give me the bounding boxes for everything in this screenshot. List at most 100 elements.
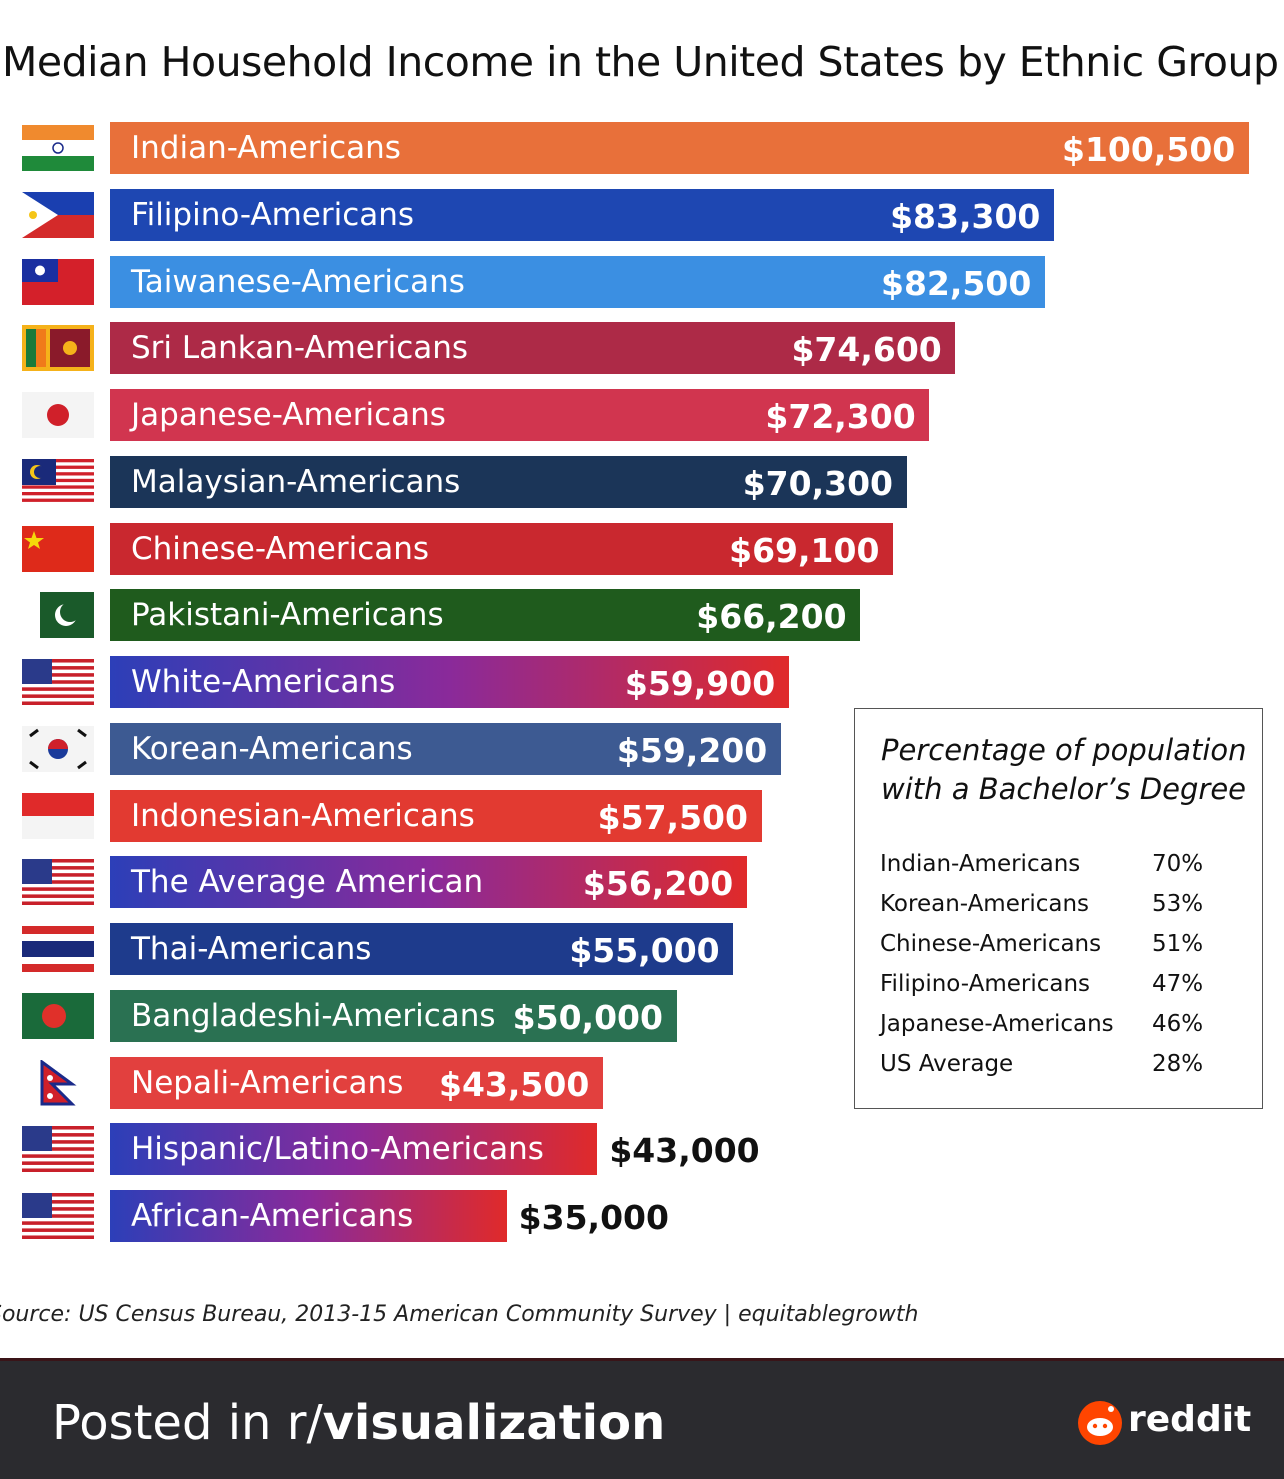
inset-row: Indian-Americans 70% — [880, 851, 1220, 877]
bar: The Average American — [110, 856, 747, 909]
category-label: Thai-Americans — [131, 931, 372, 967]
bar-row: Malaysian-Americans $70,300 — [0, 455, 1284, 508]
category-label: Indian-Americans — [131, 130, 401, 166]
inset-percentage: 70% — [1152, 851, 1204, 877]
inset-row: Chinese-Americans 51% — [880, 931, 1220, 957]
bar-row: Taiwanese-Americans $82,500 — [0, 255, 1284, 308]
bar: Filipino-Americans — [110, 188, 1055, 241]
bar: White-Americans — [110, 656, 789, 708]
category-label: Malaysian-Americans — [131, 463, 461, 500]
value-label: $66,200 — [696, 597, 847, 637]
bar: Taiwanese-Americans — [110, 255, 1045, 308]
category-label: Taiwanese-Americans — [131, 263, 465, 300]
bar: Japanese-Americans — [110, 389, 930, 441]
category-label: Japanese-Americans — [131, 397, 446, 433]
inset-row: Korean-Americans 53% — [880, 891, 1220, 917]
usa-flag-icon — [22, 859, 94, 906]
bar-row: White-Americans $59,900 — [0, 656, 1284, 708]
sri-lanka-flag-icon — [22, 325, 94, 372]
bar-row: Hispanic/Latino-Americans $43,000 — [0, 1123, 1284, 1176]
bar: Korean-Americans — [110, 722, 781, 775]
source-note: Source: US Census Bureau, 2013-15 Americ… — [0, 1302, 919, 1327]
reddit-wordmark: reddit — [1128, 1399, 1252, 1440]
category-label: Pakistani-Americans — [131, 597, 444, 634]
value-label: $72,300 — [765, 397, 916, 436]
bar: Indonesian-Americans — [110, 789, 762, 842]
chart-title: Median Household Income in the United St… — [2, 38, 1279, 86]
inset-group: Japanese-Americans — [880, 1011, 1114, 1037]
south-korea-flag-icon — [22, 725, 94, 772]
bar: Nepali-Americans — [110, 1056, 603, 1109]
inset-group: Chinese-Americans — [880, 931, 1102, 957]
usa-flag-icon — [22, 1126, 94, 1173]
category-label: Korean-Americans — [131, 730, 413, 767]
inset-title-line1: Percentage of population — [881, 733, 1247, 767]
inset-row: US Average 28% — [880, 1051, 1220, 1077]
value-label: $74,600 — [791, 330, 942, 370]
category-label: African-Americans — [131, 1198, 414, 1234]
footer-banner: Posted in r/visualization reddit — [0, 1358, 1284, 1479]
bar-row: Pakistani-Americans $66,200 — [0, 589, 1284, 642]
bar-row: African-Americans $35,000 — [0, 1190, 1284, 1242]
category-label: Indonesian-Americans — [131, 797, 475, 834]
value-label: $100,500 — [1062, 130, 1236, 169]
value-label: $82,500 — [881, 263, 1032, 303]
subreddit-name[interactable]: visualization — [322, 1395, 666, 1451]
bar: Pakistani-Americans — [110, 589, 861, 642]
inset-percentage: 46% — [1152, 1011, 1204, 1037]
bar-row: Indonesian-Americans $57,500 — [0, 789, 1284, 842]
inset-group: Filipino-Americans — [880, 971, 1091, 997]
inset-row: Filipino-Americans 47% — [880, 971, 1220, 997]
inset-percentage: 53% — [1152, 891, 1204, 917]
china-flag-icon — [22, 525, 94, 572]
reddit-logo: reddit — [1078, 1399, 1251, 1445]
inset-percentage: 28% — [1152, 1051, 1204, 1077]
nepal-flag-icon — [22, 1058, 94, 1106]
inset-row: Japanese-Americans 46% — [880, 1011, 1220, 1037]
value-label: $43,000 — [609, 1131, 760, 1171]
posted-in-text: Posted in r/visualization — [52, 1395, 665, 1451]
bar: Indian-Americans — [110, 122, 1249, 174]
bar-row: Indian-Americans $100,500 — [0, 122, 1284, 174]
inset-percentage: 47% — [1152, 971, 1204, 997]
value-label: $43,500 — [439, 1064, 590, 1104]
bar: Hispanic/Latino-Americans — [110, 1123, 598, 1176]
bar: Chinese-Americans — [110, 522, 894, 575]
malaysia-flag-icon — [22, 458, 94, 505]
value-label: $57,500 — [597, 797, 748, 837]
value-label: $55,000 — [569, 931, 720, 970]
inset-title: Percentage of population with a Bachelor… — [881, 731, 1247, 809]
reddit-snoo-icon — [1078, 1401, 1122, 1445]
taiwan-flag-icon — [22, 258, 94, 305]
bar: Malaysian-Americans — [110, 455, 907, 508]
usa-flag-icon — [22, 659, 94, 706]
category-label: Nepali-Americans — [131, 1064, 404, 1101]
inset-group: Korean-Americans — [880, 891, 1090, 917]
inset-group: Indian-Americans — [880, 851, 1081, 877]
value-label: $69,100 — [729, 530, 880, 570]
indonesia-flag-icon — [22, 792, 94, 839]
bangladesh-flag-icon — [22, 992, 94, 1039]
inset-group: US Average — [880, 1051, 1014, 1077]
category-label: Filipino-Americans — [131, 196, 415, 233]
value-label: $83,300 — [890, 196, 1041, 236]
bar: Thai-Americans — [110, 923, 734, 975]
value-label: $59,200 — [616, 730, 768, 770]
philippines-flag-icon — [22, 191, 94, 238]
category-label: Sri Lankan-Americans — [131, 330, 469, 367]
bar-row: Nepali-Americans $43,500 — [0, 1056, 1284, 1109]
value-label: $59,900 — [624, 664, 776, 703]
value-label: $35,000 — [518, 1198, 669, 1237]
bar-row: Filipino-Americans $83,300 — [0, 188, 1284, 241]
bar-row: Korean-Americans $59,200 — [0, 722, 1284, 775]
bar-row: Chinese-Americans $69,100 — [0, 522, 1284, 575]
value-label: $70,300 — [742, 463, 894, 503]
category-label: Chinese-Americans — [131, 530, 430, 567]
bar: African-Americans — [110, 1190, 507, 1242]
category-label: Hispanic/Latino-Americans — [131, 1131, 544, 1168]
inset-percentage: 51% — [1152, 931, 1204, 957]
usa-flag-icon — [22, 1193, 94, 1240]
bar-row: Sri Lankan-Americans $74,600 — [0, 322, 1284, 375]
bar-row: Japanese-Americans $72,300 — [0, 389, 1284, 441]
posted-prefix: Posted in r/ — [52, 1395, 323, 1451]
